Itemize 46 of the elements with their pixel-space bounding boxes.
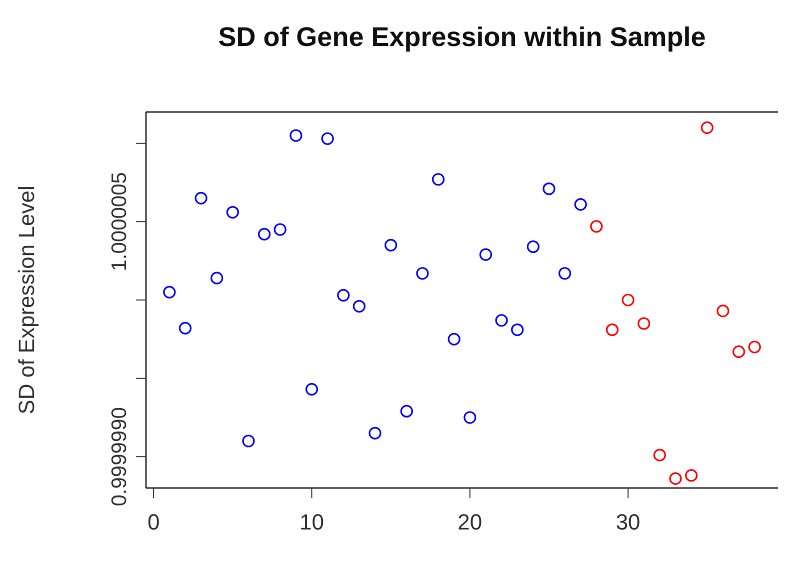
x-tick-label: 0 bbox=[147, 510, 160, 535]
point bbox=[274, 223, 286, 236]
point bbox=[748, 340, 761, 354]
point bbox=[258, 228, 271, 240]
y-tick-label: 0.9999990 bbox=[108, 407, 131, 506]
point bbox=[542, 182, 556, 196]
point bbox=[400, 404, 413, 418]
point bbox=[178, 322, 192, 334]
point bbox=[432, 173, 445, 186]
point bbox=[464, 411, 476, 424]
x-tick-label: 10 bbox=[300, 510, 324, 535]
point bbox=[606, 323, 619, 336]
point bbox=[590, 220, 603, 233]
point bbox=[163, 286, 176, 298]
y-axis-title: SD of Expression Level bbox=[14, 186, 39, 414]
point bbox=[321, 132, 334, 145]
y-tick-label: 1.0000005 bbox=[108, 172, 131, 272]
point bbox=[479, 248, 492, 261]
point bbox=[242, 434, 255, 448]
point bbox=[305, 383, 318, 396]
point bbox=[368, 426, 382, 440]
point bbox=[337, 289, 350, 302]
point bbox=[716, 304, 730, 318]
point bbox=[194, 192, 208, 204]
point bbox=[226, 206, 239, 219]
point bbox=[685, 469, 698, 482]
point bbox=[732, 345, 746, 358]
point bbox=[638, 317, 650, 330]
point bbox=[352, 300, 366, 313]
point bbox=[210, 272, 224, 284]
point bbox=[653, 448, 666, 462]
point bbox=[558, 267, 572, 280]
point bbox=[290, 129, 302, 142]
point bbox=[669, 472, 682, 485]
point bbox=[495, 314, 508, 327]
x-tick-label: 30 bbox=[616, 510, 640, 535]
point bbox=[448, 332, 460, 346]
point bbox=[511, 323, 524, 336]
point bbox=[700, 121, 714, 134]
point bbox=[622, 294, 634, 306]
x-tick-label: 20 bbox=[458, 510, 482, 535]
point bbox=[384, 238, 398, 252]
point bbox=[526, 240, 540, 254]
point bbox=[574, 198, 587, 211]
chart-title: SD of Gene Expression within Sample bbox=[217, 22, 707, 53]
point bbox=[416, 267, 429, 280]
